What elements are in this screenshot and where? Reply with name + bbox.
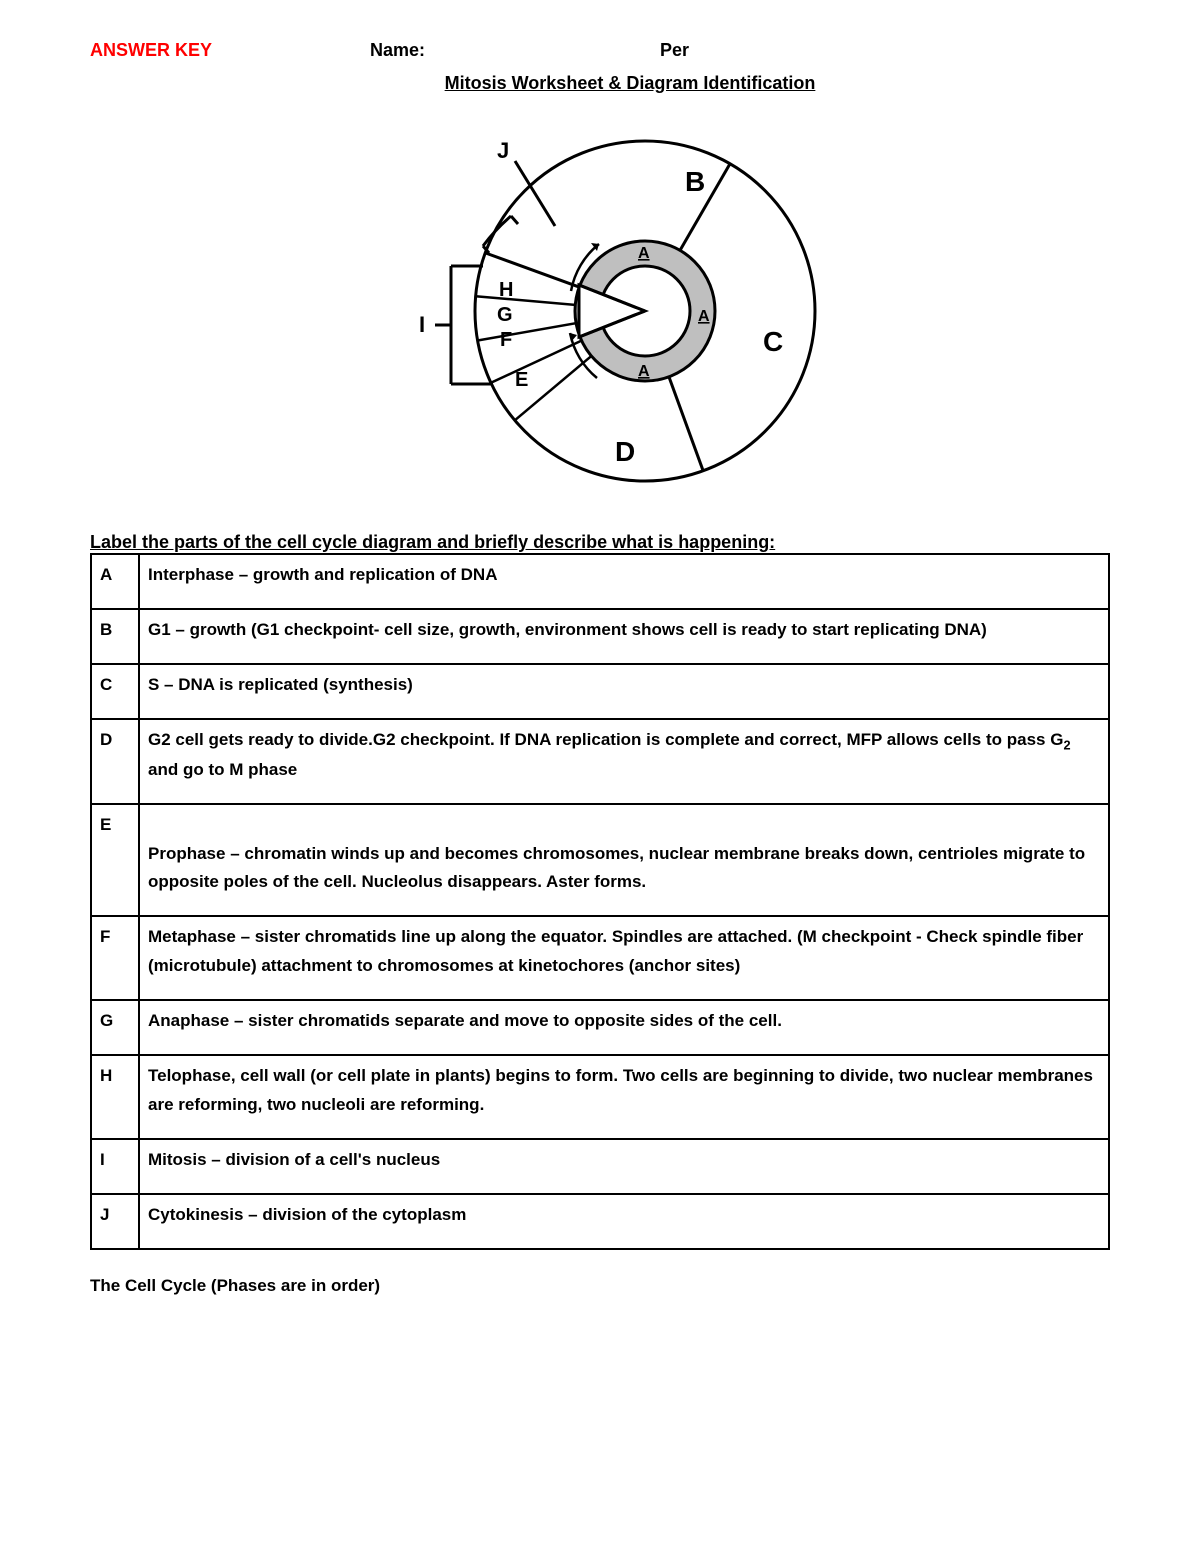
row-letter: E (91, 804, 139, 917)
row-text: Interphase – growth and replication of D… (139, 554, 1109, 609)
cell-cycle-svg: B C D E F G H I J A A A (365, 116, 835, 496)
row-letter: G (91, 1000, 139, 1055)
row-text: G1 – growth (G1 checkpoint- cell size, g… (139, 609, 1109, 664)
name-label: Name: (370, 40, 660, 61)
row-text: S – DNA is replicated (synthesis) (139, 664, 1109, 719)
table-row: JCytokinesis – division of the cytoplasm (91, 1194, 1109, 1249)
label-A-right: A (698, 308, 710, 325)
row-text: Anaphase – sister chromatids separate an… (139, 1000, 1109, 1055)
row-text: Mitosis – division of a cell's nucleus (139, 1139, 1109, 1194)
row-letter: H (91, 1055, 139, 1139)
row-text: Prophase – chromatin winds up and become… (139, 804, 1109, 917)
row-letter: A (91, 554, 139, 609)
table-row: AInterphase – growth and replication of … (91, 554, 1109, 609)
row-letter: B (91, 609, 139, 664)
table-row: CS – DNA is replicated (synthesis) (91, 664, 1109, 719)
worksheet-title: Mitosis Worksheet & Diagram Identificati… (150, 73, 1110, 94)
cell-cycle-diagram: B C D E F G H I J A A A (90, 116, 1110, 496)
table-row: BG1 – growth (G1 checkpoint- cell size, … (91, 609, 1109, 664)
label-C: C (763, 326, 783, 357)
table-row: FMetaphase – sister chromatids line up a… (91, 916, 1109, 1000)
row-letter: D (91, 719, 139, 804)
worksheet-page: ANSWER KEY Name: Per Mitosis Worksheet &… (0, 0, 1200, 1553)
row-letter: F (91, 916, 139, 1000)
label-D: D (615, 436, 635, 467)
table-row: IMitosis – division of a cell's nucleus (91, 1139, 1109, 1194)
header-row: ANSWER KEY Name: Per (90, 40, 1110, 61)
row-letter: I (91, 1139, 139, 1194)
table-row: GAnaphase – sister chromatids separate a… (91, 1000, 1109, 1055)
table-row: HTelophase, cell wall (or cell plate in … (91, 1055, 1109, 1139)
footer-text: The Cell Cycle (Phases are in order) (90, 1276, 1110, 1296)
label-F: F (500, 329, 512, 351)
answers-table: AInterphase – growth and replication of … (90, 553, 1110, 1250)
instruction-text: Label the parts of the cell cycle diagra… (90, 532, 1110, 553)
row-text: Cytokinesis – division of the cytoplasm (139, 1194, 1109, 1249)
table-row: DG2 cell gets ready to divide.G2 checkpo… (91, 719, 1109, 804)
row-letter: J (91, 1194, 139, 1249)
label-J: J (497, 138, 509, 163)
label-B: B (685, 166, 705, 197)
row-letter: C (91, 664, 139, 719)
label-H: H (499, 279, 513, 301)
row-text: G2 cell gets ready to divide.G2 checkpoi… (139, 719, 1109, 804)
label-G: G (497, 304, 513, 326)
row-text: Telophase, cell wall (or cell plate in p… (139, 1055, 1109, 1139)
period-label: Per (660, 40, 689, 61)
label-A-bottom: A (638, 363, 650, 380)
answer-key-label: ANSWER KEY (90, 40, 370, 61)
table-row: EProphase – chromatin winds up and becom… (91, 804, 1109, 917)
row-text: Metaphase – sister chromatids line up al… (139, 916, 1109, 1000)
label-I: I (419, 312, 425, 337)
label-A-top: A (638, 245, 650, 262)
label-E: E (515, 369, 528, 391)
